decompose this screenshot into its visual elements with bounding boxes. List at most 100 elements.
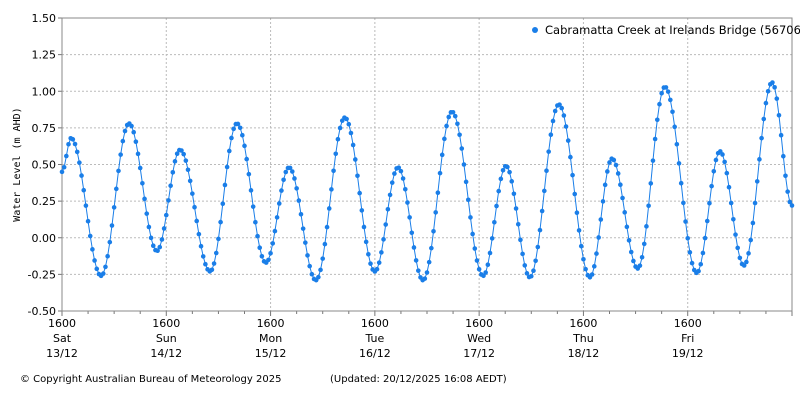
data-point <box>203 261 208 267</box>
data-point <box>765 89 771 94</box>
data-point <box>589 272 595 277</box>
data-point <box>83 203 89 208</box>
data-point <box>363 239 369 245</box>
data-point <box>654 117 660 123</box>
data-point <box>641 241 647 247</box>
data-point <box>746 251 751 256</box>
x-tick-date: 16/12 <box>359 347 391 360</box>
data-point <box>522 263 528 268</box>
data-point <box>224 164 230 170</box>
data-point <box>752 200 758 206</box>
data-point <box>355 173 360 179</box>
data-point <box>774 96 780 101</box>
data-point <box>411 245 417 250</box>
data-point <box>192 204 197 210</box>
data-point <box>665 89 671 94</box>
data-point <box>707 200 712 206</box>
data-point <box>783 173 788 179</box>
data-point <box>166 198 171 203</box>
data-point <box>272 228 278 234</box>
data-point <box>605 169 610 174</box>
data-point <box>789 203 795 208</box>
data-point <box>105 253 110 259</box>
data-point <box>279 188 284 193</box>
x-tick-time: 1600 <box>569 317 597 330</box>
data-point <box>444 123 449 129</box>
data-point <box>298 212 304 217</box>
data-point <box>200 254 206 259</box>
data-point <box>483 270 488 275</box>
data-point <box>359 208 365 213</box>
data-point <box>685 235 691 241</box>
data-point <box>644 224 649 229</box>
data-point <box>535 244 541 250</box>
x-tick-day: Mon <box>259 332 282 345</box>
data-point <box>216 236 221 242</box>
data-point <box>459 146 465 151</box>
data-point <box>87 233 93 239</box>
data-point <box>750 220 756 226</box>
data-point <box>509 179 515 184</box>
data-point <box>181 151 186 157</box>
x-tick-day: Thu <box>572 332 594 345</box>
data-point <box>114 186 119 192</box>
x-tick-day: Wed <box>467 332 491 345</box>
data-point <box>283 169 289 175</box>
data-point <box>389 180 395 185</box>
data-point <box>226 148 232 154</box>
copyright-text: © Copyright Australian Bureau of Meteoro… <box>20 374 282 385</box>
data-point <box>172 159 178 164</box>
data-point <box>170 170 176 175</box>
data-point <box>344 116 349 122</box>
data-point <box>468 215 473 220</box>
data-point <box>598 217 604 222</box>
data-point <box>259 253 265 259</box>
data-point <box>515 221 521 227</box>
data-point <box>79 173 84 178</box>
data-point <box>94 266 100 272</box>
data-point <box>385 206 391 212</box>
data-point <box>728 200 734 206</box>
data-point <box>92 258 97 263</box>
data-point <box>253 219 258 225</box>
data-point <box>711 168 717 174</box>
x-tick-date: 15/12 <box>255 347 287 360</box>
data-point <box>492 219 497 225</box>
data-point <box>135 151 141 157</box>
data-point <box>303 240 308 245</box>
data-point <box>626 238 632 243</box>
data-point <box>487 250 493 256</box>
data-point <box>539 208 545 214</box>
data-point <box>402 186 408 192</box>
data-point <box>624 224 630 230</box>
data-point <box>498 176 504 182</box>
data-point <box>735 245 740 251</box>
data-point <box>607 160 612 165</box>
x-tick-time: 1600 <box>152 317 180 330</box>
data-point <box>455 121 460 127</box>
data-point <box>494 203 499 209</box>
data-point <box>489 236 495 241</box>
data-point <box>618 182 623 188</box>
data-point <box>505 164 510 170</box>
data-point <box>426 259 432 265</box>
x-tick-time: 1600 <box>257 317 285 330</box>
data-point <box>568 154 573 160</box>
data-point <box>613 162 619 168</box>
data-point <box>546 149 551 154</box>
x-tick-time: 1600 <box>674 317 702 330</box>
data-point <box>361 224 367 230</box>
data-point <box>744 259 749 265</box>
data-point <box>140 181 145 186</box>
data-point <box>374 266 380 272</box>
data-point <box>559 105 565 111</box>
data-point <box>620 195 625 201</box>
data-point <box>85 218 91 224</box>
data-point <box>533 258 538 264</box>
data-point <box>235 121 241 127</box>
plot-frame <box>61 17 793 312</box>
data-point <box>770 80 775 85</box>
data-point <box>248 188 254 193</box>
data-point <box>326 206 332 211</box>
data-point <box>726 184 732 190</box>
